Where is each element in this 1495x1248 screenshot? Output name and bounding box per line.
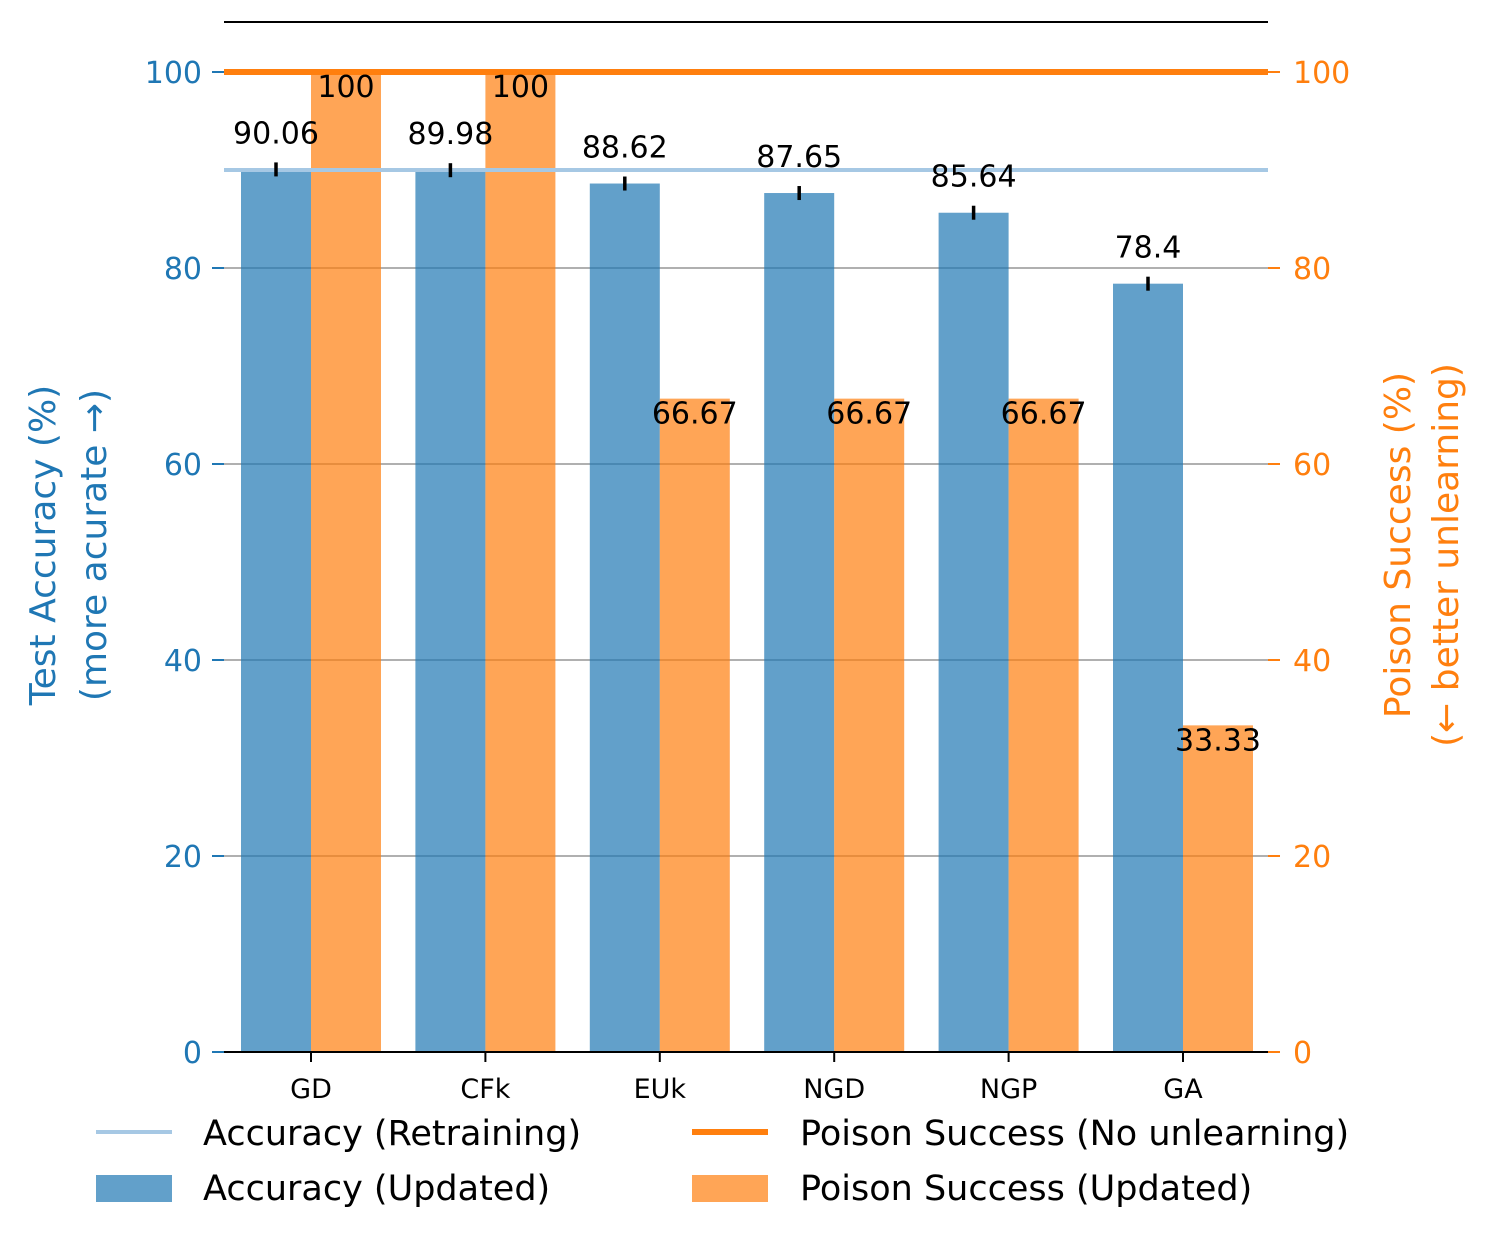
- bar-poison-euk: [659, 398, 730, 1052]
- bar-poison-gd: [311, 72, 381, 1052]
- left-tick-label-0: 0: [183, 1036, 202, 1071]
- left-tick-label-20: 20: [164, 840, 202, 875]
- label-accuracy-gd: 90.06: [233, 116, 319, 151]
- legend-swatch-poison-updated: [692, 1175, 768, 1202]
- legend-label-accuracy-updated: Accuracy (Updated): [203, 1169, 550, 1209]
- legend-label-poison-updated: Poison Success (Updated): [800, 1169, 1252, 1209]
- x-tick-label-euk: EUk: [634, 1074, 687, 1105]
- label-poison-ngd: 66.67: [826, 397, 912, 432]
- bar-poison-cfk: [485, 72, 556, 1052]
- right-tick-label-60: 60: [1293, 448, 1331, 483]
- x-tick-label-ngp: NGP: [980, 1074, 1037, 1105]
- label-poison-ngp: 66.67: [1001, 397, 1087, 432]
- axes: GD CFk EUk NGD NGP GA 0 20 40 60 80 100 0 20 40 60 80 100: [145, 21, 1350, 1105]
- label-accuracy-ngp: 85.64: [931, 160, 1017, 195]
- x-tick-label-gd: GD: [290, 1074, 332, 1105]
- bar-accuracy-euk: [589, 183, 660, 1053]
- right-axis-label-line1: Poison Success (%): [1378, 372, 1419, 718]
- grid-lines: [224, 267, 1268, 857]
- label-poison-cfk: 100: [492, 70, 549, 105]
- x-tick-label-ga: GA: [1163, 1074, 1203, 1105]
- left-tick-label-40: 40: [164, 644, 202, 679]
- left-axis-label-line2: (more acurate →): [74, 389, 115, 701]
- bars: [241, 72, 1253, 1053]
- reference-lines: [224, 69, 1268, 172]
- bar-accuracy-cfk: [415, 170, 486, 1053]
- error-bars: [274, 162, 1150, 291]
- legend-label-poison-no-unlearning: Poison Success (No unlearning): [800, 1114, 1349, 1154]
- right-tick-label-80: 80: [1293, 252, 1331, 287]
- label-poison-euk: 66.67: [652, 397, 738, 432]
- legend: Accuracy (Retraining) Poison Success (No…: [96, 1114, 1349, 1209]
- label-poison-ga: 33.33: [1175, 723, 1261, 758]
- label-accuracy-ngd: 87.65: [756, 140, 842, 175]
- bar-accuracy-ga: [1113, 283, 1183, 1052]
- right-tick-label-40: 40: [1293, 644, 1331, 679]
- legend-label-accuracy-retraining: Accuracy (Retraining): [203, 1114, 581, 1154]
- left-tick-label-80: 80: [164, 252, 202, 287]
- left-axis-label-line1: Test Accuracy (%): [23, 385, 64, 706]
- bar-poison-ngd: [834, 398, 905, 1052]
- x-tick-label-cfk: CFk: [460, 1074, 510, 1105]
- bar-accuracy-gd: [241, 169, 311, 1053]
- right-tick-label-100: 100: [1293, 56, 1350, 91]
- label-accuracy-cfk: 89.98: [407, 117, 493, 152]
- left-tick-label-60: 60: [164, 448, 202, 483]
- bar-poison-ngp: [1008, 398, 1079, 1052]
- right-tick-label-0: 0: [1293, 1036, 1312, 1071]
- bar-accuracy-ngd: [764, 193, 835, 1052]
- label-poison-gd: 100: [317, 70, 374, 105]
- right-tick-label-20: 20: [1293, 840, 1331, 875]
- label-accuracy-euk: 88.62: [582, 131, 668, 166]
- label-accuracy-ga: 78.4: [1115, 231, 1182, 266]
- right-axis-label-line2: (← better unlearning): [1426, 363, 1467, 747]
- bar-poison-ga: [1183, 725, 1253, 1052]
- legend-swatch-accuracy-updated: [96, 1175, 172, 1202]
- bar-accuracy-ngp: [938, 212, 1009, 1052]
- data-labels: 90.06 100 89.98 100 88.62 66.67 87.65 66.67 85.6…: [233, 70, 1261, 758]
- left-tick-label-100: 100: [145, 56, 202, 91]
- x-tick-label-ngd: NGD: [803, 1074, 865, 1105]
